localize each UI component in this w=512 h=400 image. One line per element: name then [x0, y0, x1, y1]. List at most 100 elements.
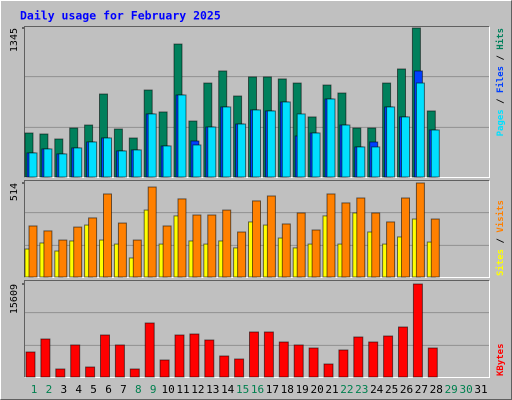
bar: [293, 344, 304, 378]
bar: [371, 212, 381, 278]
x-tick-label: 28: [430, 383, 443, 396]
legend: Sites / Visits: [495, 200, 506, 276]
bar: [338, 349, 349, 378]
x-tick-label: 22: [340, 383, 353, 396]
x-tick-label: 13: [206, 383, 219, 396]
bar: [281, 223, 291, 278]
x-tick-label: 18: [281, 383, 294, 396]
bar: [415, 82, 425, 178]
bar: [100, 334, 110, 378]
x-tick-label: 30: [459, 383, 472, 396]
bar: [341, 124, 351, 178]
bar: [103, 137, 112, 178]
bar: [162, 225, 172, 278]
panel-bevel: [24, 26, 490, 178]
bar: [159, 359, 170, 378]
bar: [192, 214, 202, 278]
legend-entry: Pages: [496, 109, 506, 136]
panel-bevel: [24, 180, 490, 278]
x-tick-label: 24: [370, 383, 384, 396]
bar: [85, 366, 96, 378]
bar: [189, 333, 200, 378]
x-tick-label: 5: [90, 383, 97, 396]
bar: [341, 202, 351, 278]
bar: [129, 368, 140, 378]
x-tick-label: 25: [385, 383, 398, 396]
bar: [88, 217, 98, 278]
bar: [132, 149, 142, 178]
bar: [311, 132, 321, 178]
y-tick-label: 1345: [9, 28, 20, 52]
x-tick-label: 8: [135, 383, 142, 396]
x-tick-label: 7: [120, 383, 127, 396]
bar: [281, 101, 291, 178]
bar: [415, 182, 425, 278]
x-tick-label: 12: [191, 383, 204, 396]
panel-bevel: [24, 280, 490, 378]
x-tick-label: 1: [31, 383, 38, 396]
bar: [398, 326, 408, 378]
x-tick-label: 10: [161, 383, 174, 396]
bar: [323, 363, 334, 378]
x-tick-label: 6: [105, 383, 112, 396]
bar: [222, 106, 232, 178]
bar: [70, 344, 81, 378]
bar: [219, 355, 230, 378]
x-tick-label: 26: [400, 383, 413, 396]
bar: [237, 231, 247, 278]
bar: [430, 218, 440, 278]
bar: [266, 110, 276, 178]
bar: [55, 368, 66, 378]
bar: [427, 347, 438, 378]
bar: [311, 229, 321, 278]
bar: [296, 212, 306, 278]
x-tick-label: 31: [474, 383, 487, 396]
bar: [73, 147, 83, 178]
legend-entry: Hits: [495, 28, 506, 50]
bar: [43, 148, 53, 178]
bar: [222, 209, 232, 278]
x-tick-label: 14: [221, 383, 235, 396]
legend-entry: Files: [495, 66, 506, 93]
bar: [147, 113, 157, 178]
legend: KBytes: [496, 343, 506, 376]
bar: [147, 186, 157, 278]
x-tick-label: 29: [445, 383, 458, 396]
bar: [278, 341, 289, 378]
bar: [28, 225, 38, 278]
bar: [162, 145, 172, 178]
x-tick-label: 23: [355, 383, 368, 396]
x-tick-label: 11: [176, 383, 189, 396]
legend-separator: /: [496, 50, 506, 66]
bar: [58, 239, 68, 278]
bar: [296, 113, 306, 178]
y-tick-label: 15609: [9, 284, 20, 314]
bar: [114, 344, 125, 378]
bar: [234, 358, 245, 378]
bar: [353, 336, 364, 378]
y-tick-label: 514: [9, 183, 20, 201]
bar: [117, 222, 127, 278]
legend: Pages / Files / Hits: [495, 28, 506, 136]
bar: [412, 283, 423, 378]
bar: [263, 331, 274, 378]
bar: [174, 334, 185, 378]
bar: [144, 322, 155, 378]
bar: [252, 109, 261, 178]
legend-entry: Sites: [495, 249, 506, 276]
x-tick-label: 19: [296, 383, 309, 396]
x-tick-label: 27: [415, 383, 428, 396]
bar: [252, 200, 261, 278]
bar: [401, 116, 410, 178]
x-tick-label: 17: [266, 383, 279, 396]
x-tick-label: 21: [325, 383, 338, 396]
bar: [177, 198, 187, 278]
bar: [103, 193, 112, 278]
bar: [249, 331, 259, 378]
bar: [73, 226, 83, 278]
bar: [401, 197, 410, 278]
bar: [386, 106, 396, 178]
bar: [430, 129, 440, 178]
bar: [28, 152, 38, 178]
